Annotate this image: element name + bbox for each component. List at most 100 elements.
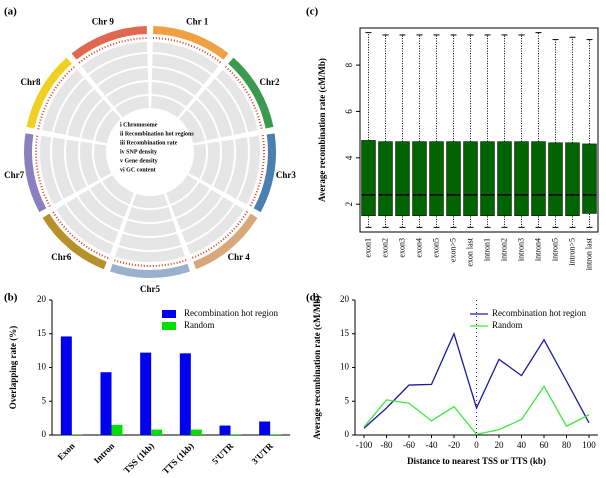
x-tick-label: intron last	[584, 237, 593, 270]
chromosome-band	[228, 57, 274, 129]
hot-region-track	[249, 135, 265, 207]
x-tick-label: exon4	[414, 238, 423, 258]
x-tick-label: 80	[562, 440, 572, 450]
chromosome-label: Chr 4	[228, 252, 251, 262]
track-background	[94, 143, 112, 179]
track-background	[197, 89, 233, 138]
track-background	[200, 141, 220, 186]
chromosome-band	[42, 213, 107, 270]
y-tick-label: 0	[42, 429, 47, 439]
x-tick-label: 20	[495, 440, 505, 450]
chromosome-label: Chr 9	[92, 16, 115, 26]
hot-region-track	[51, 211, 109, 259]
x-tick-label: 40	[517, 440, 527, 450]
track-background	[97, 68, 149, 96]
bar	[60, 336, 72, 435]
box	[412, 141, 427, 217]
track-background	[81, 99, 112, 141]
bar	[179, 353, 191, 435]
box	[548, 142, 563, 217]
track-background	[53, 78, 94, 135]
track-background	[206, 78, 247, 135]
x-tick-label: exon>5	[448, 238, 457, 262]
y-tick-label: 5	[42, 395, 47, 405]
x-tick-label: exon2	[380, 238, 389, 258]
box	[565, 142, 580, 217]
x-tick-label: 5'UTR	[210, 440, 236, 466]
y-axis-label: Average recombination rate (cM/Mb)	[312, 296, 322, 440]
track-background	[152, 54, 212, 85]
x-tick-label: -60	[403, 440, 415, 450]
bar	[140, 352, 152, 435]
track-background	[106, 82, 149, 107]
track-background	[188, 99, 219, 141]
track-background	[66, 196, 119, 244]
track-background	[115, 246, 185, 262]
track-background	[152, 42, 219, 74]
track-background	[90, 182, 129, 218]
track-background	[118, 233, 182, 250]
legend-label: Recombination hot region	[492, 308, 586, 318]
track-background	[95, 110, 121, 144]
y-tick-label: 8	[344, 62, 354, 67]
bar	[111, 424, 123, 435]
x-tick-label: -40	[426, 440, 438, 450]
x-tick-label: -80	[381, 440, 393, 450]
track-legend-label: v Gene density	[120, 158, 158, 164]
box	[378, 141, 393, 217]
x-tick-label: -100	[356, 440, 373, 450]
chromosome-label: Chr8	[20, 77, 40, 87]
x-tick-label: exon5	[431, 238, 440, 258]
track-background	[42, 69, 84, 133]
hot-region-track	[224, 65, 263, 130]
bar	[230, 434, 242, 435]
track-background	[115, 96, 149, 118]
track-background	[179, 110, 205, 144]
bar	[270, 434, 282, 435]
plot-frame	[359, 27, 599, 233]
box	[395, 141, 410, 217]
track-background	[151, 68, 203, 96]
box	[582, 143, 597, 214]
chromosome-label: Chr 1	[186, 16, 209, 26]
track-background	[40, 135, 63, 205]
box	[480, 141, 495, 217]
x-tick-label: exon1	[363, 238, 372, 258]
track-legend-label: iv SNP density	[120, 149, 157, 155]
track-legend-label: vi GC content	[120, 167, 156, 173]
box	[429, 141, 444, 217]
track-background	[81, 42, 148, 74]
panel-label: (c)	[306, 6, 319, 18]
chromosome-label: Chr2	[260, 77, 280, 87]
x-tick-label: intron4	[533, 238, 542, 261]
x-tick-label: Intron	[92, 441, 117, 466]
x-tick-label: exon3	[397, 238, 406, 258]
chromosome-label: Chr6	[51, 252, 71, 262]
track-background	[52, 137, 75, 199]
bar	[151, 429, 163, 435]
legend-swatch	[162, 310, 176, 318]
chromosome-band	[193, 213, 258, 270]
x-tick-label: 0	[474, 440, 479, 450]
x-tick-label: 100	[582, 440, 596, 450]
track-background	[102, 174, 134, 205]
track-background	[80, 141, 100, 186]
y-tick-label: 20	[340, 294, 350, 304]
hot-region-track	[191, 211, 249, 259]
x-tick-label: 3'UTR	[250, 440, 276, 466]
panel-label: (b)	[4, 292, 18, 304]
y-tick-label: 2	[344, 202, 354, 207]
x-tick-label: Exon	[55, 441, 76, 462]
track-background	[216, 69, 258, 133]
y-tick-label: 5	[345, 395, 350, 405]
track-background	[213, 139, 234, 193]
chromosome-label: Chr5	[140, 284, 160, 294]
chromosome-label: Chr3	[276, 170, 296, 180]
track-background	[171, 182, 210, 218]
x-tick-label: intron5	[550, 238, 559, 261]
track-legend-label: i Chromosome	[120, 122, 158, 128]
bar	[100, 372, 112, 435]
x-tick-label: 60	[540, 440, 550, 450]
y-tick-label: 15	[37, 328, 47, 338]
